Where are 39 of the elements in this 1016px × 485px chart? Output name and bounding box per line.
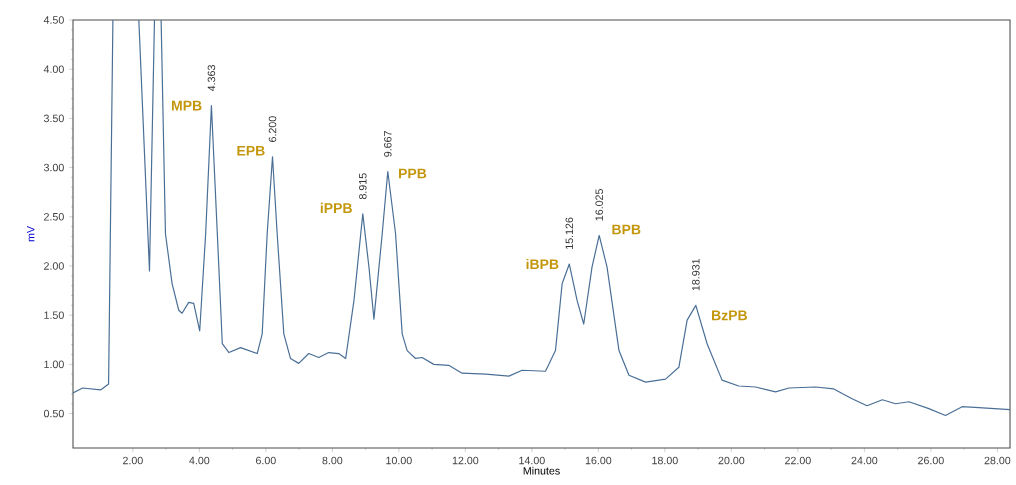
annotation: EPB [237,145,265,156]
x-tick-label: 24.00 [851,456,878,465]
y-tick-label: 2.00 [44,262,64,270]
x-tick-label: 12.00 [452,456,479,465]
x-tick-label: 8.00 [322,456,343,465]
y-axis-title: mV [27,226,35,242]
y-tick-label: 0.50 [43,409,64,418]
x-axis-title: Minutes [523,466,560,475]
annotation: 9.667 [384,131,392,157]
annotation: iPPB [320,202,352,213]
x-tick-label: 16.00 [585,456,612,465]
y-tick-label: 3.50 [43,114,64,123]
annotation: BPB [612,224,641,235]
x-tick-label: 4.00 [189,456,210,465]
annotation: 6.200 [268,116,277,142]
annotation: MPB [171,100,202,111]
y-tick-label: 4.00 [43,65,64,73]
annotation: 4.363 [207,65,216,92]
x-tick-label: 20.00 [718,456,745,465]
x-tick-label: 26.00 [918,456,944,465]
y-tick-label: 3.00 [43,163,64,172]
y-tick-label: 1.50 [44,311,64,319]
x-tick-label: 2.00 [123,456,143,465]
y-tick-label: 1.00 [44,360,64,369]
y-tick-label: 2.50 [44,213,64,221]
x-tick-label: 10.00 [386,456,412,465]
x-tick-label: 6.00 [256,456,276,465]
annotation: BzPB [712,310,748,321]
x-tick-label: 28.00 [984,456,1011,465]
x-tick-label: 18.00 [652,456,678,465]
annotation: 8.915 [359,173,367,200]
x-tick-label: 14.00 [519,456,545,465]
annotation: 18.931 [692,258,700,291]
annotation: iBPB [526,258,559,270]
x-tick-label: 22.00 [785,456,811,465]
annotation: PPB [399,168,427,179]
annotation: 15.126 [565,217,574,249]
y-tick-label: 4.50 [43,16,64,24]
annotation: 16.025 [595,189,603,221]
